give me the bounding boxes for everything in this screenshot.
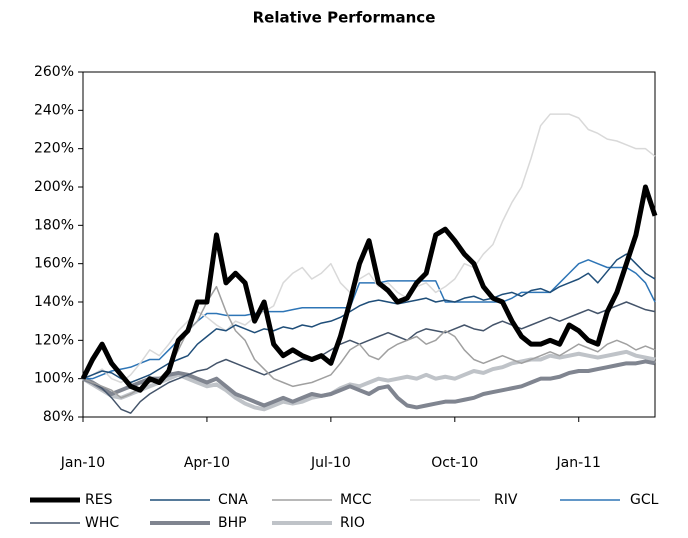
y-tick-label: 240%	[34, 102, 74, 118]
legend-label: MCC	[340, 492, 372, 508]
y-tick-label: 140%	[34, 294, 74, 310]
y-tick-label: 120%	[34, 332, 74, 348]
legend-label: RIV	[494, 492, 518, 508]
legend-label: CNA	[218, 492, 248, 508]
x-tick-label: Jan-11	[556, 455, 601, 471]
series-line	[82, 301, 656, 414]
x-tick-label: Apr-10	[184, 455, 230, 471]
series-line	[83, 259, 656, 380]
y-tick-label: 80%	[43, 409, 74, 425]
legend-label: BHP	[218, 515, 247, 531]
y-tick-label: 160%	[34, 256, 74, 272]
series-line	[82, 113, 656, 384]
legend-label: GCL	[630, 492, 659, 508]
series-line	[81, 349, 656, 412]
y-tick-label: 200%	[34, 179, 74, 195]
legend-label: RIO	[340, 515, 365, 531]
y-tick-label: 260%	[34, 64, 74, 80]
legend-label: WHC	[85, 515, 119, 531]
series-line	[82, 359, 656, 410]
series-line	[82, 285, 656, 399]
chart-title: Relative Performance	[253, 9, 436, 27]
series-line	[82, 253, 656, 384]
y-tick-label: 180%	[34, 217, 74, 233]
y-tick-label: 220%	[34, 141, 74, 157]
legend-label: RES	[85, 492, 113, 508]
x-tick-label: Oct-10	[431, 455, 478, 471]
series-line	[80, 184, 658, 393]
y-tick-label: 100%	[34, 371, 74, 387]
x-tick-label: Jul-10	[310, 455, 351, 471]
x-tick-label: Jan-10	[60, 455, 105, 471]
plot-frame	[82, 71, 656, 418]
